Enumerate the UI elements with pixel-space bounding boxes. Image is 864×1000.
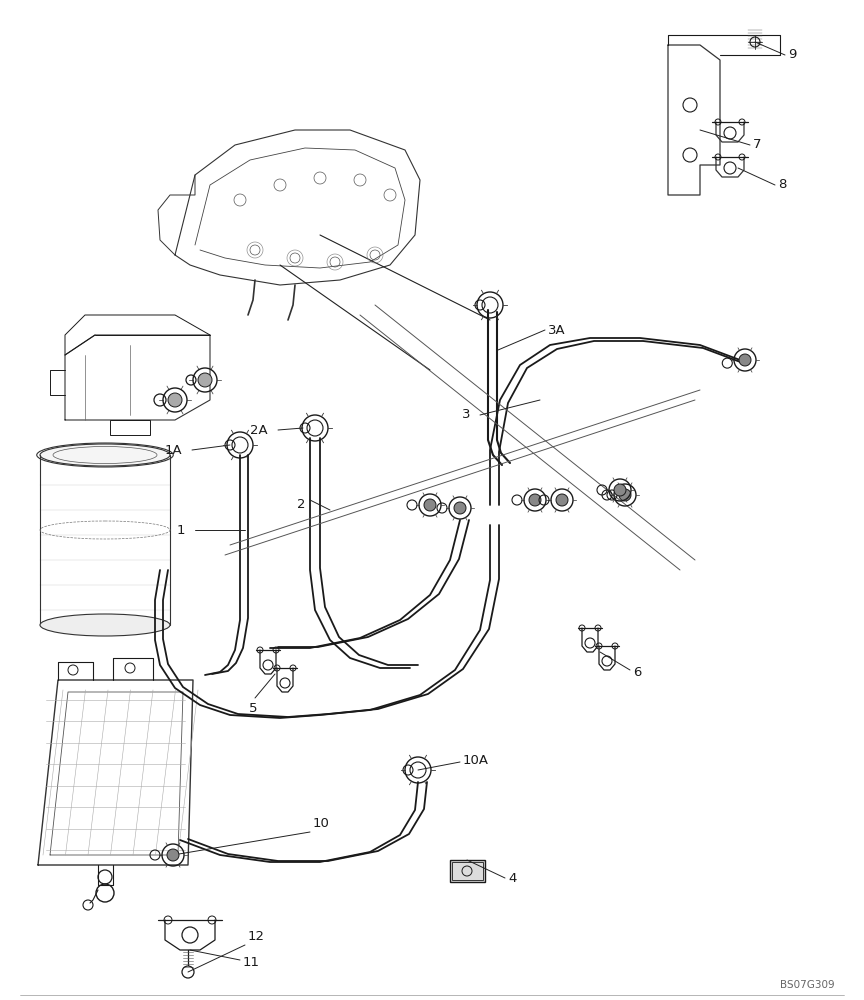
Text: 7: 7 [753, 138, 761, 151]
Text: 6: 6 [633, 666, 641, 678]
Ellipse shape [40, 444, 170, 466]
Text: 2: 2 [296, 498, 305, 511]
Text: 8: 8 [778, 178, 786, 192]
Circle shape [556, 494, 568, 506]
Text: 4: 4 [508, 871, 517, 884]
Text: 1: 1 [176, 524, 185, 536]
Bar [450, 860, 485, 882]
Text: 10: 10 [313, 817, 330, 830]
Text: 3: 3 [461, 408, 470, 422]
Circle shape [614, 484, 626, 496]
Text: 9: 9 [788, 48, 797, 62]
Text: 5: 5 [249, 702, 257, 715]
Text: 12: 12 [248, 930, 265, 943]
Circle shape [454, 502, 466, 514]
Circle shape [168, 393, 182, 407]
Text: 3A: 3A [548, 324, 566, 336]
Circle shape [167, 849, 179, 861]
Text: 1A: 1A [164, 444, 182, 456]
Circle shape [198, 373, 212, 387]
Bar [452, 862, 483, 880]
Circle shape [424, 499, 436, 511]
Text: 10A: 10A [463, 754, 489, 766]
Text: 2A: 2A [251, 424, 268, 436]
Circle shape [739, 354, 751, 366]
Ellipse shape [40, 614, 170, 636]
Text: BS07G309: BS07G309 [780, 980, 835, 990]
Circle shape [529, 494, 541, 506]
Text: 11: 11 [243, 956, 260, 968]
Circle shape [619, 489, 631, 501]
Bar [110, 420, 150, 435]
